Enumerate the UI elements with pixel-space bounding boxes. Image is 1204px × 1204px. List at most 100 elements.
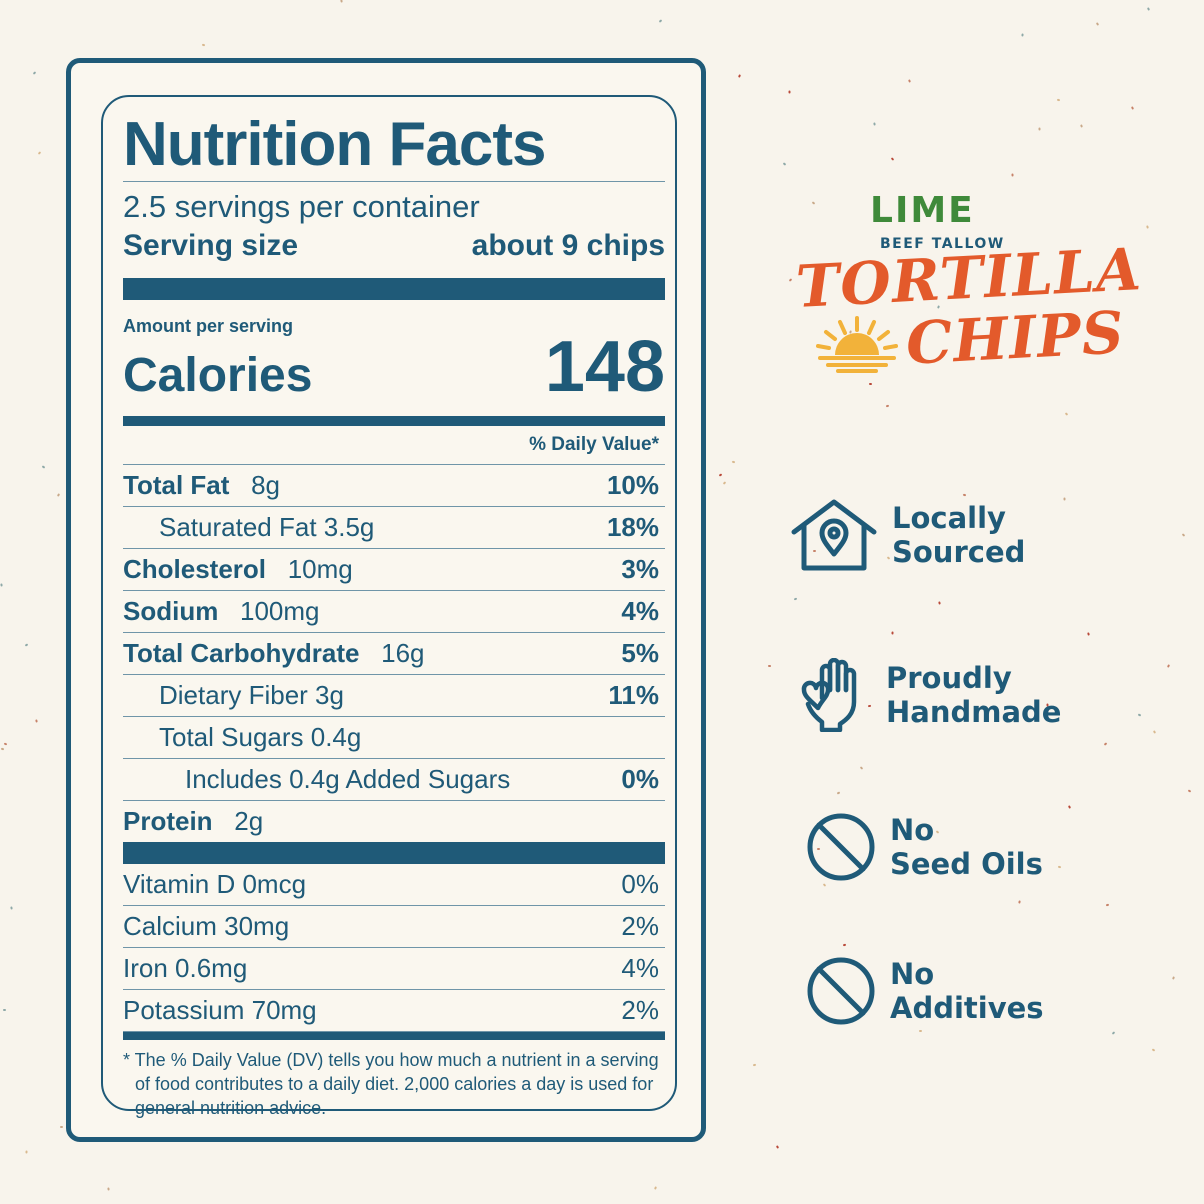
speckle — [1172, 976, 1175, 980]
nutrient-amount: 8g — [251, 470, 280, 500]
speckle — [1130, 106, 1135, 110]
nutrient-dv: 5% — [621, 638, 659, 668]
speckle — [788, 90, 791, 94]
speckle — [1146, 7, 1151, 11]
vitamin-row-calcium: Calcium 30mg 2% — [123, 906, 665, 948]
nutrient-name: Includes 0.4g Added Sugars — [185, 764, 511, 794]
daily-value-footnote: * The % Daily Value (DV) tells you how m… — [123, 1050, 659, 1118]
feature-proudly-handmade: Proudly Handmade — [800, 658, 1061, 732]
feature-no-additives: No Additives — [806, 956, 1044, 1026]
speckle — [1063, 497, 1066, 501]
nutrient-name: Total Carbohydrate — [123, 638, 360, 668]
nutrient-name: Total Sugars 0.4g — [159, 722, 362, 752]
speckle — [1137, 713, 1142, 717]
nutrient-row-sodium: Sodium 100mg 4% — [123, 590, 665, 632]
speckle — [25, 1150, 28, 1154]
nutrient-dv: 18% — [606, 512, 659, 542]
nutrient-amount: 100mg — [240, 596, 320, 626]
calories-label: Calories — [123, 349, 313, 402]
speckle — [3, 742, 8, 746]
vitamin-dv: 0% — [621, 869, 659, 899]
feature-line1: No — [890, 813, 935, 847]
speckle — [1021, 33, 1024, 37]
vitamin-name: Iron 0.6mg — [123, 953, 248, 983]
brand-flavor: LIME — [870, 190, 975, 231]
feature-line1: Locally — [892, 501, 1006, 535]
vitamin-row-vitamin-d: Vitamin D 0mcg 0% — [123, 864, 665, 906]
speckle — [718, 473, 723, 477]
feature-line2: Sourced — [892, 535, 1026, 569]
vitamin-name: Calcium 30mg — [123, 911, 290, 941]
speckle — [873, 122, 876, 126]
vitamin-divider-bar — [123, 842, 665, 864]
speckle — [1057, 865, 1062, 869]
speckle — [56, 493, 61, 497]
speckle — [793, 597, 798, 601]
speckle — [24, 643, 29, 647]
nutrient-row-dietary-fiber: Dietary Fiber 3g 11% — [123, 674, 665, 716]
sun-icon — [816, 316, 898, 373]
speckle — [1011, 173, 1014, 177]
nutrient-dv: 11% — [608, 680, 659, 710]
nutrient-row-cholesterol: Cholesterol 10mg 3% — [123, 548, 665, 590]
speckle — [59, 1125, 64, 1129]
speckle — [1146, 225, 1149, 229]
speckle — [41, 465, 46, 469]
speckle — [35, 719, 38, 723]
calories-divider-bar — [123, 416, 665, 426]
nutrition-facts-title: Nutrition Facts — [123, 110, 546, 179]
nutrient-name: Protein — [123, 806, 213, 836]
speckle — [1103, 742, 1108, 746]
speckle — [842, 943, 847, 947]
speckle — [1064, 412, 1069, 416]
speckle — [1038, 127, 1041, 131]
speckle — [962, 493, 967, 497]
nutrient-row-total-fat: Total Fat 8g 10% — [123, 464, 665, 506]
speckle — [653, 1186, 658, 1190]
feature-line1: Proudly — [886, 661, 1012, 695]
nutrient-name: Cholesterol — [123, 554, 267, 584]
speckle — [658, 19, 663, 23]
speckle — [859, 766, 864, 770]
feature-no-seed-oils: No Seed Oils — [806, 812, 1043, 882]
speckle — [822, 883, 827, 887]
feature-locally-sourced: Locally Sourced — [790, 498, 1025, 572]
speckle — [1151, 1048, 1156, 1052]
speckle — [890, 157, 895, 161]
speckle — [37, 151, 42, 155]
speckle — [1067, 805, 1072, 809]
nutrient-row-added-sugars: Includes 0.4g Added Sugars 0% — [123, 758, 665, 800]
speckle — [0, 747, 5, 751]
nutrient-row-saturated-fat: Saturated Fat 3.5g 18% — [123, 506, 665, 548]
brand-subtitle: BEEF TALLOW — [880, 236, 1005, 252]
nutrient-dv: 10% — [606, 470, 659, 500]
amount-per-serving: Amount per serving — [123, 316, 294, 336]
vitamin-row-potassium: Potassium 70mg 2% — [123, 990, 665, 1032]
speckle — [737, 74, 742, 78]
vitamin-row-iron: Iron 0.6mg 4% — [123, 948, 665, 990]
speckle — [1181, 533, 1186, 537]
speckle — [918, 1029, 923, 1033]
speckle — [938, 601, 941, 605]
feature-line1: No — [890, 957, 935, 991]
vitamin-dv: 4% — [621, 953, 659, 983]
nutrient-row-protein: Protein 2g — [123, 800, 665, 842]
nutrient-amount: 2g — [234, 806, 264, 836]
calories-value: 148 — [544, 327, 665, 407]
servings-per-container: 2.5 servings per container — [123, 189, 480, 224]
speckle — [908, 79, 911, 83]
speckle — [731, 460, 736, 464]
nutrient-name: Total Fat — [123, 470, 230, 500]
speckle — [885, 404, 890, 408]
speckle — [775, 1145, 780, 1149]
speckle — [1080, 124, 1083, 128]
speckle — [1187, 789, 1192, 793]
nutrition-label: Nutrition Facts 2.5 servings per contain… — [66, 58, 706, 1142]
nutrient-amount: 10mg — [287, 554, 353, 584]
speckle — [1166, 664, 1171, 668]
brand-logo: LIME BEEF TALLOW TORTILLA CHIPS — [790, 190, 1143, 390]
vitamin-dv: 2% — [621, 911, 659, 941]
feature-line2: Handmade — [886, 695, 1062, 729]
nutrient-row-total-sugars: Total Sugars 0.4g — [123, 716, 665, 758]
house-location-icon — [791, 499, 877, 571]
